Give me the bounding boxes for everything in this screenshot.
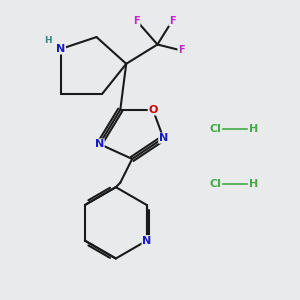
Text: N: N [159,133,168,143]
Text: Cl: Cl [209,124,221,134]
Text: N: N [95,139,104,149]
Text: F: F [178,45,184,56]
Text: N: N [56,44,65,54]
Text: H: H [249,124,259,134]
Text: F: F [169,16,175,26]
Text: H: H [44,35,52,44]
Text: H: H [249,179,259,189]
Text: F: F [133,16,140,26]
Text: N: N [142,236,151,246]
Text: O: O [148,105,158,115]
Text: Cl: Cl [209,179,221,189]
